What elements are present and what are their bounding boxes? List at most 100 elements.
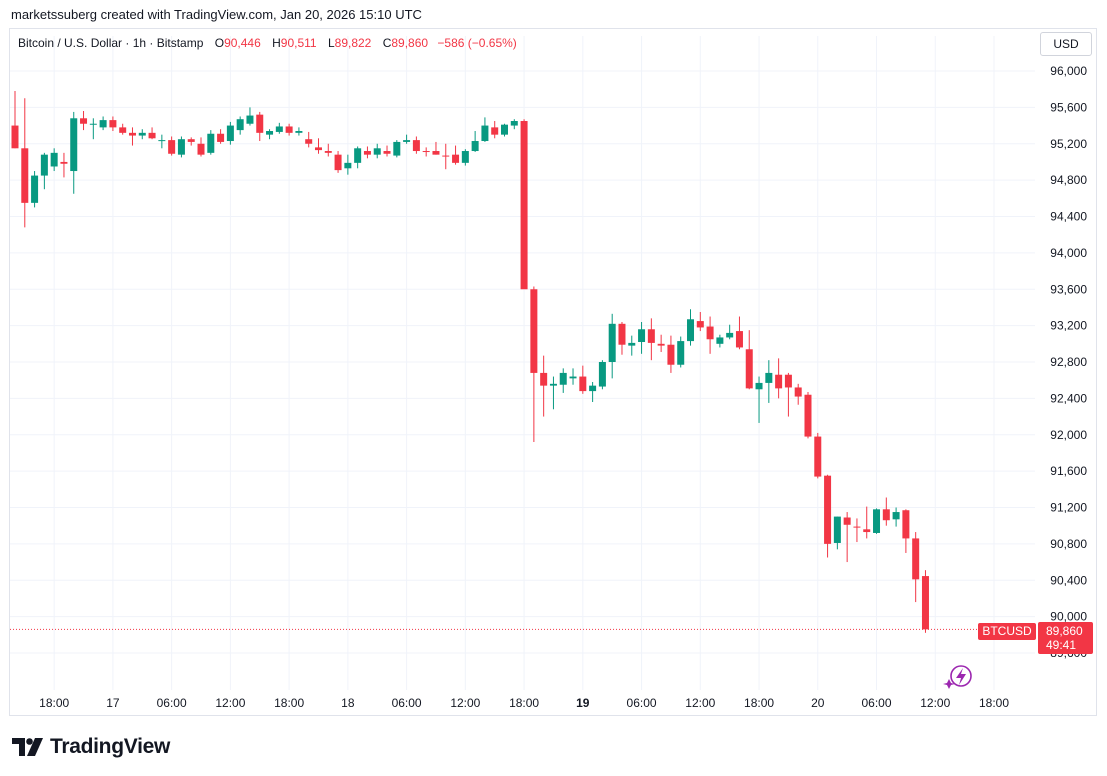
candle	[138, 129, 146, 140]
candle-body	[422, 151, 430, 153]
open-value: 90,446	[224, 36, 261, 50]
candle-body	[520, 121, 528, 290]
candle	[755, 376, 763, 423]
tradingview-logo[interactable]: TradingView	[12, 735, 170, 759]
candle	[824, 474, 832, 558]
candle-body	[882, 509, 890, 521]
candle-body	[236, 119, 244, 131]
candle	[11, 91, 19, 149]
candle	[510, 119, 518, 130]
candle	[236, 116, 244, 135]
candle	[677, 336, 685, 368]
candle	[158, 134, 166, 149]
candle-body	[902, 510, 910, 539]
candle	[784, 372, 792, 417]
time-tick-label: 18:00	[979, 696, 1009, 710]
last-price-value: 89,860	[1046, 624, 1083, 638]
candle	[549, 376, 557, 410]
candle-body	[461, 151, 469, 163]
candle-body	[598, 362, 606, 387]
lightning-icon-bolt	[956, 668, 966, 685]
candle	[921, 570, 929, 633]
candle-body	[608, 323, 616, 362]
candle	[109, 116, 117, 132]
candle	[148, 127, 156, 140]
candle	[696, 311, 704, 332]
sparkle-icon	[943, 679, 955, 689]
candle-body	[863, 529, 871, 533]
time-tick-label: 06:00	[392, 696, 422, 710]
candle-body	[618, 323, 626, 345]
candle-body	[589, 385, 597, 392]
price-tick-label: 95,200	[1050, 137, 1087, 151]
candle-body	[217, 133, 225, 142]
candle	[314, 138, 322, 154]
candle	[403, 134, 411, 144]
time-tick-label: 18:00	[509, 696, 539, 710]
time-tick-label: 12:00	[920, 696, 950, 710]
candle-body	[383, 151, 391, 154]
candle	[266, 129, 274, 140]
open-label: O	[214, 36, 225, 50]
candle-body	[696, 321, 704, 328]
candle-body	[833, 516, 841, 543]
candle-body	[814, 436, 822, 477]
candle-body	[549, 383, 557, 386]
lightning-icon-ring	[950, 665, 972, 687]
chart-frame	[9, 28, 1097, 716]
candle-body	[187, 139, 195, 142]
candle-body	[393, 141, 401, 156]
candle	[912, 532, 920, 603]
candle-body	[138, 132, 146, 136]
time-tick-label: 06:00	[157, 696, 187, 710]
candle-body	[50, 152, 58, 167]
candle-body	[726, 332, 734, 338]
candle-body	[314, 147, 322, 151]
candle	[794, 383, 802, 405]
candle-body	[471, 141, 479, 152]
candle	[667, 335, 675, 373]
candle-body	[89, 123, 97, 125]
low-value: 89,822	[334, 36, 372, 50]
candle	[60, 152, 68, 178]
candle-body	[197, 143, 205, 155]
candle	[520, 119, 528, 290]
lightning-icon[interactable]	[943, 665, 972, 689]
price-tick-label: 91,600	[1050, 464, 1087, 478]
candle-body	[843, 517, 851, 525]
candle-body	[510, 121, 518, 126]
candle	[481, 117, 489, 142]
candle-body	[324, 151, 332, 153]
candle-body	[70, 118, 78, 172]
candle-body	[246, 115, 254, 124]
price-tick-label: 90,800	[1050, 537, 1087, 551]
currency-button[interactable]: USD	[1040, 32, 1092, 56]
candle	[501, 123, 508, 137]
candle-body	[21, 148, 29, 203]
candle	[226, 121, 234, 145]
candle-body	[334, 154, 342, 171]
candle	[726, 324, 734, 340]
tradingview-logo-icon	[12, 738, 43, 756]
candle-body	[285, 126, 293, 133]
candle	[89, 118, 97, 140]
candle-body	[677, 341, 685, 365]
candle-body	[628, 342, 636, 346]
close-label: C	[382, 36, 392, 50]
candle-body	[775, 374, 783, 389]
candle	[256, 111, 264, 142]
candle-body	[109, 120, 117, 128]
candle	[363, 146, 371, 159]
change-value: −586 (−0.65%)	[437, 36, 517, 50]
candle	[197, 137, 205, 157]
price-tick-label: 93,600	[1050, 282, 1087, 296]
candle-body	[128, 132, 136, 136]
candle	[128, 127, 136, 146]
chart-credit: marketssuberg created with TradingView.c…	[11, 7, 422, 22]
candle	[892, 507, 900, 527]
candle	[589, 382, 597, 403]
candle-body	[540, 372, 548, 386]
candle-body	[99, 120, 107, 128]
candle-body	[275, 126, 283, 132]
